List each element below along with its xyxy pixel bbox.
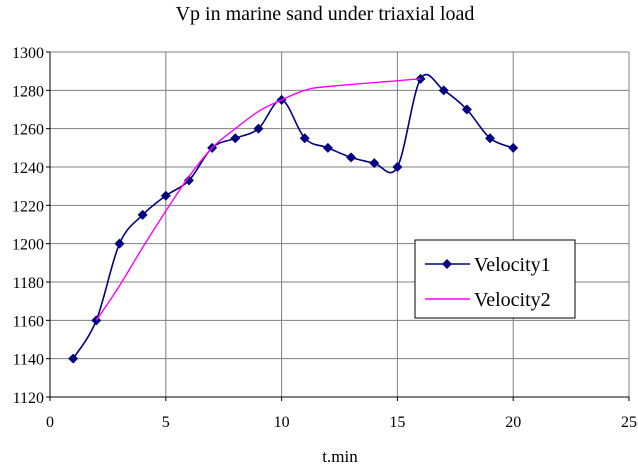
x-axis-label: t.min <box>322 447 358 464</box>
y-tick-label: 1220 <box>12 198 44 215</box>
data-point <box>392 162 403 172</box>
data-point <box>369 158 380 169</box>
x-tick-label: 0 <box>46 414 54 431</box>
y-tick-label: 1300 <box>12 45 44 62</box>
y-tick-label: 1200 <box>12 237 44 254</box>
legend-label: Velocity2 <box>474 289 551 311</box>
data-point <box>230 133 241 144</box>
x-tick-label: 5 <box>162 414 170 431</box>
series-line-velocity2 <box>95 78 421 321</box>
data-point <box>438 85 449 96</box>
data-point <box>68 353 79 364</box>
x-tick-label: 25 <box>621 414 637 431</box>
data-point <box>114 238 125 249</box>
y-tick-label: 1280 <box>12 83 44 100</box>
y-tick-label: 1120 <box>13 390 44 407</box>
y-tick-label: 1160 <box>13 313 44 330</box>
chart-title: Vp in marine sand under triaxial load <box>176 3 475 25</box>
legend: Velocity1 Velocity2 <box>414 239 576 319</box>
data-point <box>322 142 333 153</box>
y-tick-label: 1140 <box>13 352 44 369</box>
y-tick-label: 1260 <box>12 122 44 139</box>
data-point <box>346 152 357 163</box>
data-point <box>183 175 194 186</box>
y-tick-label: 1240 <box>12 160 44 177</box>
grid <box>50 51 630 398</box>
data-point <box>137 209 148 220</box>
axes: 1120 1140 1160 1180 1200 1220 1240 1260 1280 1300… <box>12 45 637 431</box>
data-point <box>253 123 264 134</box>
data-point <box>485 133 496 144</box>
legend-box <box>414 239 576 319</box>
legend-label: Velocity1 <box>474 254 551 276</box>
legend-marker <box>442 259 452 269</box>
y-tick-label: 1180 <box>13 275 44 292</box>
data-point <box>508 142 519 153</box>
x-tick-label: 10 <box>274 414 290 431</box>
series-layer <box>68 73 519 364</box>
x-tick-label: 20 <box>505 414 521 431</box>
x-tick-label: 15 <box>389 414 405 431</box>
data-point <box>461 104 472 115</box>
data-point <box>299 133 310 144</box>
data-point <box>160 190 171 201</box>
